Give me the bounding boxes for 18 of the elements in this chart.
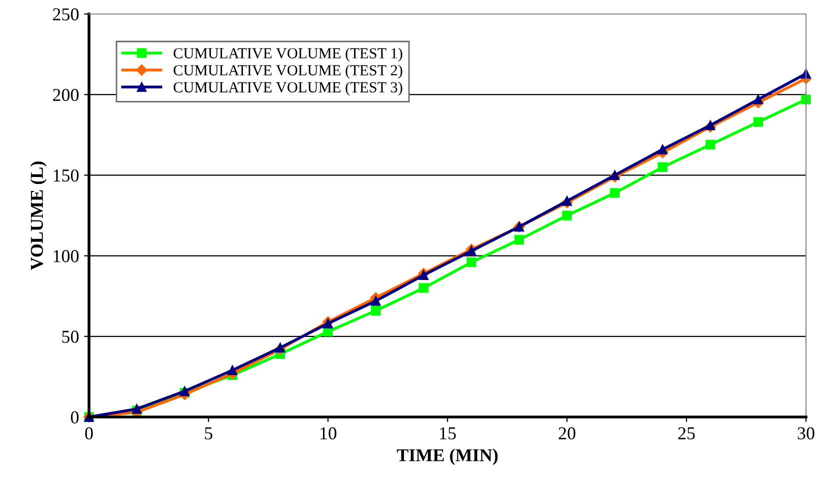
y-tick-label: 150	[54, 169, 79, 182]
y-axis-title: VOLUME (L)	[30, 162, 47, 270]
x-tick-label: 5	[205, 427, 212, 440]
y-tick-label: 100	[54, 250, 79, 262]
x-tick-label: 25	[678, 427, 695, 440]
y-tick-label: 0	[70, 411, 79, 424]
legend-label: CUMULATIVE VOLUME (TEST 1)	[174, 48, 402, 62]
y-tick-label: 250	[52, 8, 79, 20]
legend-label: CUMULATIVE VOLUME (TEST 2)	[174, 64, 402, 79]
x-axis-title: TIME (MIN)	[396, 448, 498, 466]
y-tick-label: 200	[52, 88, 79, 102]
x-tick-label: 15	[440, 427, 456, 440]
x-tick-label: 20	[558, 427, 576, 440]
legend-label: CUMULATIVE VOLUME (TEST 3)	[174, 82, 402, 96]
x-tick-label: 30	[798, 427, 814, 440]
x-tick-label: 0	[85, 427, 93, 440]
y-tick-label: 50	[62, 330, 79, 343]
x-tick-label: 10	[320, 427, 336, 440]
